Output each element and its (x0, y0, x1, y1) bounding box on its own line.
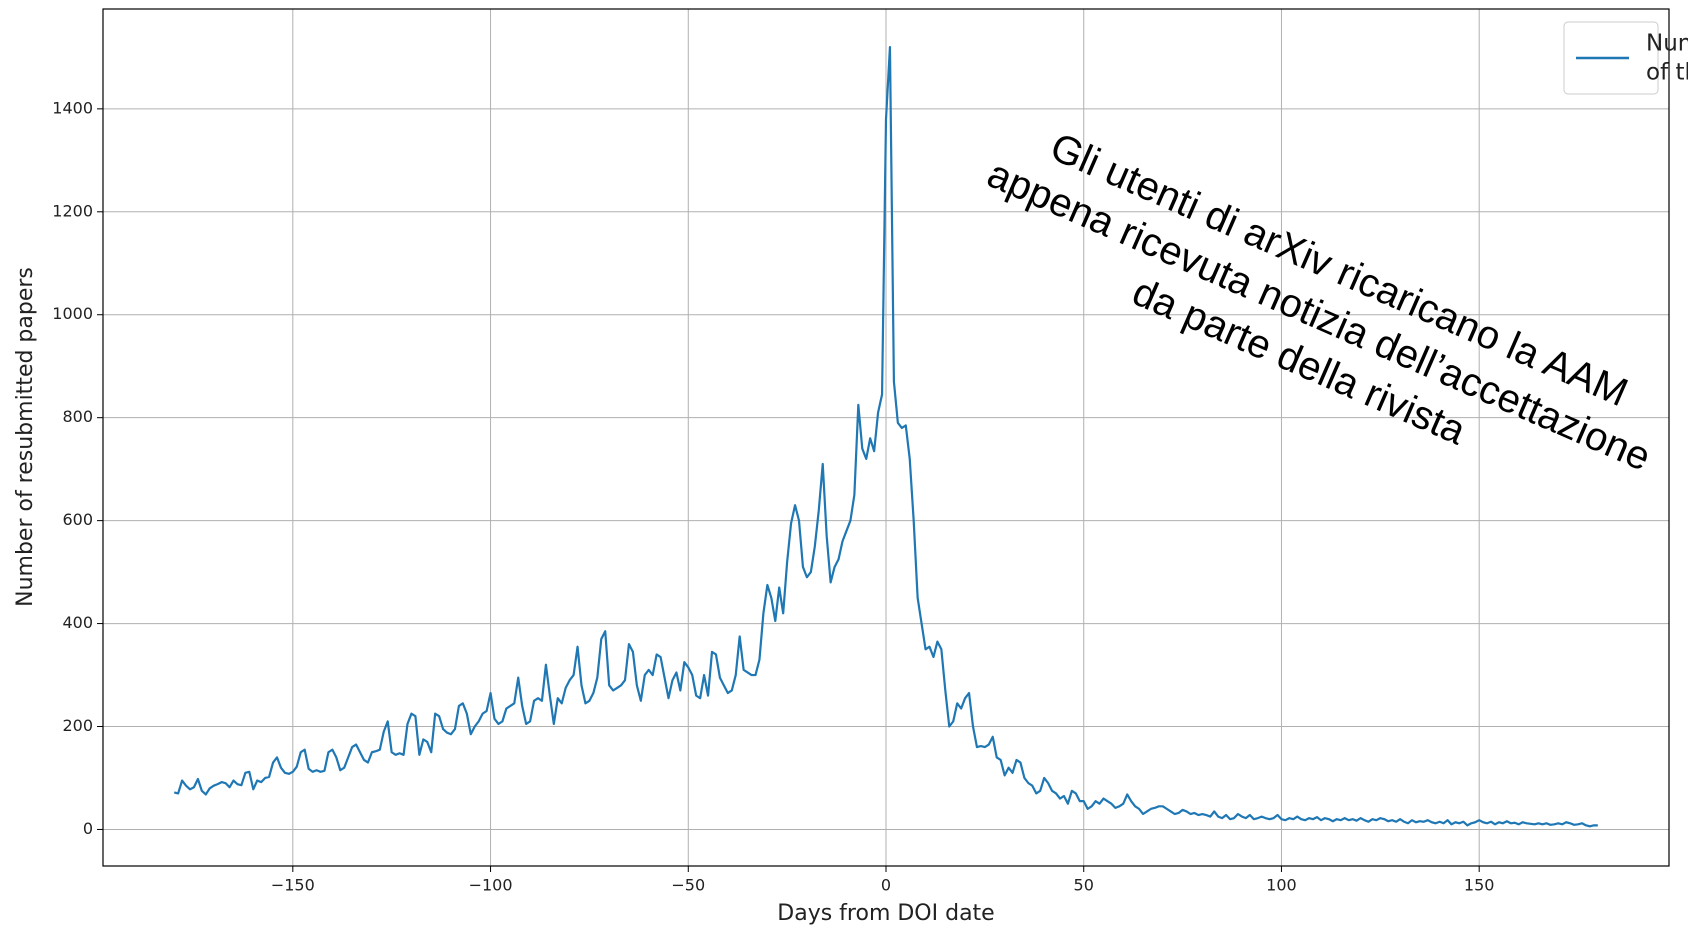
plot-frame (102, 8, 1670, 867)
x-tick-label: −100 (469, 876, 513, 895)
y-tick-label: 400 (62, 613, 93, 632)
x-axis-label: Days from DOI date (777, 901, 994, 926)
annotation: Gli utenti di arXiv ricaricano la AAMapp… (981, 125, 1657, 480)
x-tick-label: −50 (671, 876, 705, 895)
y-tick-label: 600 (62, 510, 93, 529)
y-tick-label: 800 (62, 407, 93, 426)
y-tick-label: 200 (62, 716, 93, 735)
x-tick-label: −150 (271, 876, 315, 895)
y-axis-label: Number of resubmitted papers (13, 267, 38, 607)
x-tick-label: 0 (881, 876, 891, 895)
x-tick-label: 100 (1266, 876, 1297, 895)
y-tick-label: 1200 (52, 201, 93, 220)
legend-label: Number of resubmitted papersof the five … (1646, 30, 1688, 85)
y-tick-label: 0 (83, 819, 93, 838)
annotation-text: appena ricevuta notizia dell’accettazion… (981, 152, 1657, 480)
x-tick-label: 150 (1464, 876, 1495, 895)
y-tick-label: 1400 (52, 98, 93, 117)
y-tick-label: 1000 (52, 304, 93, 323)
legend: Number of resubmitted papersof the five … (1563, 21, 1688, 95)
data-line (173, 45, 1598, 828)
x-tick-label: 50 (1074, 876, 1094, 895)
